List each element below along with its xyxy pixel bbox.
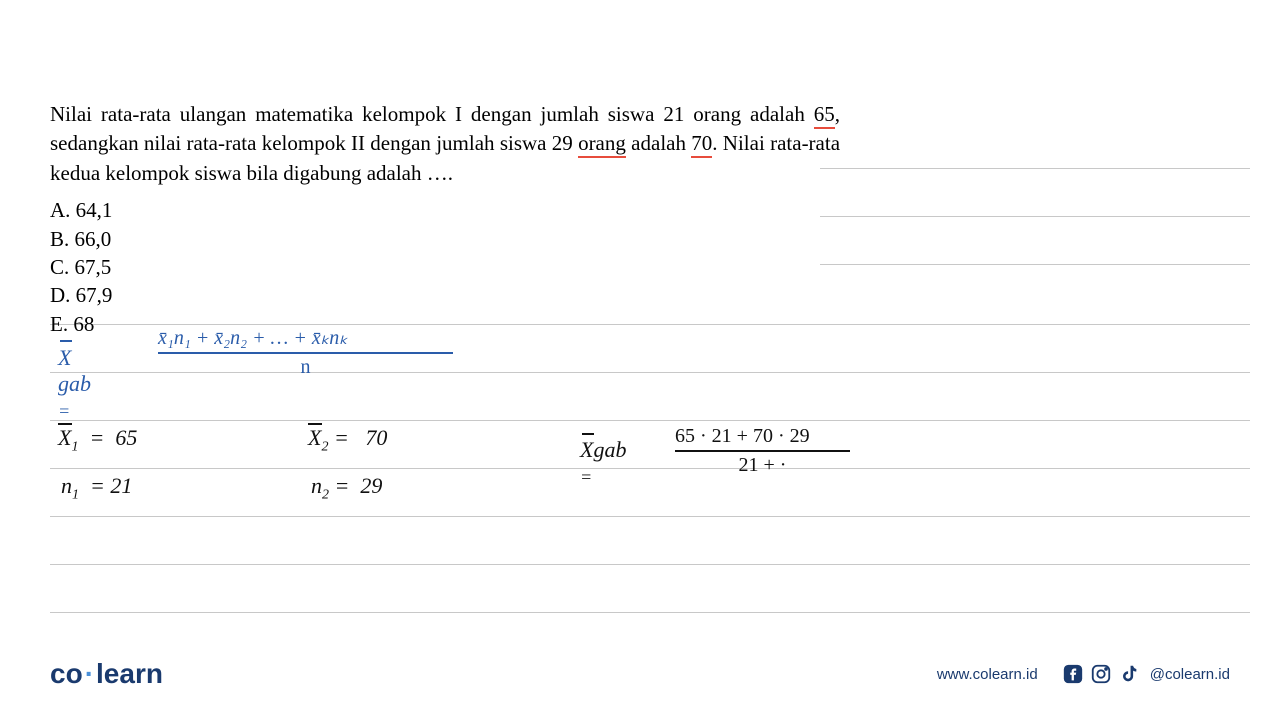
calc-denominator: 21 + ·	[675, 454, 850, 477]
social-handle: @colearn.id	[1150, 666, 1230, 683]
footer-right: www.colearn.id @colearn.id	[937, 663, 1230, 685]
option-e: E. 68	[50, 310, 1230, 338]
logo-part1: co	[50, 658, 83, 689]
calc-numerator: 65 · 21 + 70 · 29	[675, 425, 850, 448]
formula-denominator: n	[158, 356, 453, 379]
calc-fraction: 65 · 21 + 70 · 29 21 + ·	[675, 425, 850, 477]
question-line2-part2: adalah	[626, 131, 691, 155]
colearn-logo: co·learn	[50, 658, 163, 690]
question-line2-part1: sedangkan nilai rata-rata kelompok II de…	[50, 131, 578, 155]
option-b: B. 66,0	[50, 225, 1230, 253]
answer-options: A. 64,1 B. 66,0 C. 67,5 D. 67,9 E. 68	[50, 196, 1230, 338]
fraction-line	[158, 352, 453, 354]
xgab-label: X gab =	[58, 345, 91, 423]
x-bar-line	[60, 340, 72, 342]
facebook-icon	[1062, 663, 1084, 685]
question-line2-part3: . Nilai	[712, 131, 765, 155]
question-underlined-orang: orang	[578, 131, 626, 158]
option-a: A. 64,1	[50, 196, 1230, 224]
question-underlined-70: 70	[691, 131, 712, 158]
question-line1-part2: ,	[835, 102, 840, 126]
social-icons: @colearn.id	[1062, 663, 1230, 685]
question-underlined-65: 65	[814, 102, 835, 129]
calc-fraction-line	[675, 450, 850, 452]
tiktok-icon	[1118, 663, 1140, 685]
x1-value: X1 = 65	[58, 425, 137, 455]
question-line1-part1: Nilai rata-rata ulangan matematika kelom…	[50, 102, 814, 126]
question-text: Nilai rata-rata ulangan matematika kelom…	[50, 100, 840, 188]
x2-value: X2 = 70	[308, 425, 387, 455]
option-c: C. 67,5	[50, 253, 1230, 281]
option-d: D. 67,9	[50, 281, 1230, 309]
website-url: www.colearn.id	[937, 666, 1038, 683]
question-block: Nilai rata-rata ulangan matematika kelom…	[0, 0, 1280, 338]
xgab-calc-label: Xgab =	[580, 437, 626, 489]
n1-value: n1 = 21	[61, 473, 132, 503]
instagram-icon	[1090, 663, 1112, 685]
logo-part2: learn	[96, 658, 163, 689]
n2-value: n2 = 29	[311, 473, 382, 503]
footer: co·learn www.colearn.id @colearn.id	[0, 658, 1280, 690]
logo-dot: ·	[85, 658, 94, 689]
x-bar-line-calc	[582, 433, 594, 435]
